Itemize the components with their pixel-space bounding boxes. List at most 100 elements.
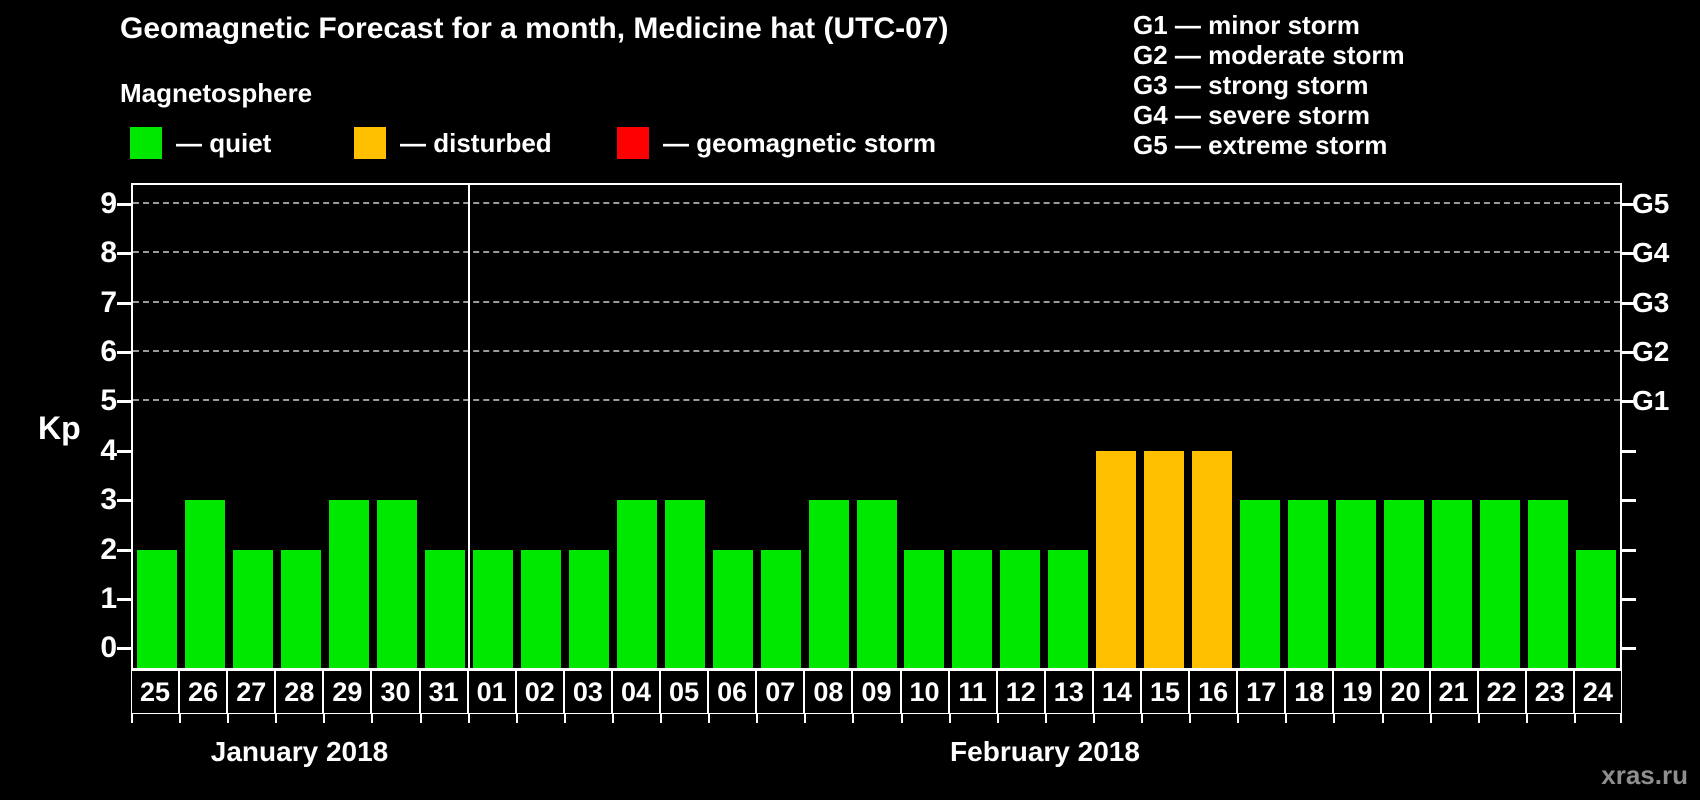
bar-slot-25 bbox=[133, 185, 181, 668]
bar-slot-15 bbox=[1140, 185, 1188, 668]
kp-bar-day-13 bbox=[1048, 549, 1089, 668]
bar-slot-07 bbox=[757, 185, 805, 668]
storm-scale-legend-item: G4 — severe storm bbox=[1133, 100, 1371, 130]
day-label-14: 14 bbox=[1092, 670, 1141, 714]
kp-bar-day-29 bbox=[328, 500, 369, 668]
left-axis-tick-kp8 bbox=[117, 252, 131, 256]
g-scale-tick-label-G5: G5 bbox=[1632, 188, 1670, 220]
day-label-25: 25 bbox=[131, 670, 180, 714]
day-label-03: 03 bbox=[563, 670, 612, 714]
gridline-kp7 bbox=[133, 300, 1620, 303]
right-axis-tick-kp4 bbox=[1622, 449, 1636, 453]
kp-bar-day-05 bbox=[664, 500, 705, 668]
right-axis-tick-kp5 bbox=[1622, 400, 1636, 404]
left-axis-tick-kp4 bbox=[117, 449, 131, 453]
gridline-kp6 bbox=[133, 350, 1620, 353]
day-boundary-tick bbox=[852, 714, 855, 723]
day-boundary-tick bbox=[948, 714, 951, 723]
kp-bar-day-20 bbox=[1384, 500, 1425, 668]
kp-bar-day-31 bbox=[424, 549, 465, 668]
kp-tick-label-3: 3 bbox=[100, 483, 117, 517]
bar-slot-17 bbox=[1236, 185, 1284, 668]
g-scale-tick-label-G2: G2 bbox=[1632, 336, 1670, 368]
day-label-21: 21 bbox=[1429, 670, 1478, 714]
gridline-kp5 bbox=[133, 399, 1620, 402]
day-boundary-tick bbox=[1044, 714, 1047, 723]
bar-slot-20 bbox=[1380, 185, 1428, 668]
right-axis-tick-kp1 bbox=[1622, 597, 1636, 601]
day-boundary-tick bbox=[1429, 714, 1432, 723]
g-scale-tick-label-G1: G1 bbox=[1632, 385, 1670, 417]
disturbed-color-swatch bbox=[354, 127, 386, 159]
day-boundary-tick bbox=[1092, 714, 1095, 723]
day-boundary-tick bbox=[419, 714, 422, 723]
day-boundary-tick bbox=[1285, 714, 1288, 723]
kp-bar-day-21 bbox=[1432, 500, 1473, 668]
bar-slot-19 bbox=[1332, 185, 1380, 668]
kp-bar-day-14 bbox=[1096, 450, 1137, 668]
bar-slot-05 bbox=[661, 185, 709, 668]
day-label-12: 12 bbox=[996, 670, 1045, 714]
kp-tick-label-4: 4 bbox=[100, 433, 117, 467]
day-boundary-tick bbox=[1381, 714, 1384, 723]
bar-slot-06 bbox=[709, 185, 757, 668]
kp-tick-label-7: 7 bbox=[100, 285, 117, 319]
y-axis-label-kp: Kp bbox=[38, 410, 81, 446]
legend-item-storm: — geomagnetic storm bbox=[617, 126, 936, 160]
day-boundary-tick bbox=[996, 714, 999, 723]
day-label-15: 15 bbox=[1140, 670, 1190, 714]
kp-bar-day-23 bbox=[1528, 500, 1569, 668]
kp-bar-day-02 bbox=[520, 549, 561, 668]
g-scale-tick-label-G3: G3 bbox=[1632, 286, 1670, 318]
day-label-29: 29 bbox=[323, 670, 372, 714]
bar-slot-09 bbox=[853, 185, 901, 668]
bar-slot-26 bbox=[181, 185, 229, 668]
kp-bar-day-10 bbox=[904, 549, 945, 668]
bar-slot-13 bbox=[1044, 185, 1092, 668]
left-axis-tick-kp7 bbox=[117, 301, 131, 305]
right-axis-tick-kp6 bbox=[1622, 351, 1636, 355]
month-label-february: February 2018 bbox=[950, 736, 1140, 767]
right-axis-tick-kp8 bbox=[1622, 252, 1636, 256]
kp-bar-day-16 bbox=[1192, 450, 1233, 668]
left-axis-tick-kp9 bbox=[117, 203, 131, 207]
kp-bar-day-11 bbox=[952, 549, 993, 668]
day-boundary-tick bbox=[131, 714, 133, 723]
day-label-09: 09 bbox=[852, 670, 901, 714]
bar-slot-08 bbox=[805, 185, 853, 668]
left-axis-tick-kp3 bbox=[117, 499, 131, 503]
bar-slot-12 bbox=[996, 185, 1044, 668]
kp-bar-day-27 bbox=[232, 549, 273, 668]
chart-title: Geomagnetic Forecast for a month, Medici… bbox=[120, 12, 949, 45]
day-label-05: 05 bbox=[660, 670, 709, 714]
storm-scale-legend-item: G3 — strong storm bbox=[1133, 70, 1369, 100]
bar-slot-24 bbox=[1572, 185, 1620, 668]
kp-bar-day-22 bbox=[1480, 500, 1521, 668]
storm-color-swatch bbox=[617, 127, 649, 159]
kp-bar-day-30 bbox=[376, 500, 417, 668]
day-boundary-tick bbox=[1477, 714, 1480, 723]
day-label-24: 24 bbox=[1573, 670, 1622, 714]
kp-bar-day-04 bbox=[616, 500, 657, 668]
day-boundary-tick bbox=[371, 714, 374, 723]
kp-bar-day-17 bbox=[1240, 500, 1281, 668]
right-axis-tick-kp2 bbox=[1622, 548, 1636, 552]
kp-bar-day-18 bbox=[1288, 500, 1329, 668]
kp-tick-label-0: 0 bbox=[100, 631, 117, 665]
day-boundary-tick bbox=[708, 714, 711, 723]
day-boundary-tick bbox=[1525, 714, 1528, 723]
bar-slot-01 bbox=[469, 185, 517, 668]
day-boundary-tick bbox=[756, 714, 759, 723]
kp-tick-label-5: 5 bbox=[100, 384, 117, 418]
right-axis-tick-kp9 bbox=[1622, 203, 1636, 207]
day-label-30: 30 bbox=[371, 670, 420, 714]
day-axis-row: 25 26 27 28 29 30 31 01 02 03 04 05 06 07 08 09 10 11 12 13… bbox=[131, 670, 1622, 723]
day-label-23: 23 bbox=[1525, 670, 1574, 714]
left-axis-tick-kp5 bbox=[117, 400, 131, 404]
kp-bar-day-06 bbox=[712, 549, 753, 668]
day-label-20: 20 bbox=[1381, 670, 1430, 714]
bar-slot-30 bbox=[373, 185, 421, 668]
bar-slot-10 bbox=[901, 185, 949, 668]
day-label-26: 26 bbox=[179, 670, 228, 714]
day-label-22: 22 bbox=[1477, 670, 1526, 714]
